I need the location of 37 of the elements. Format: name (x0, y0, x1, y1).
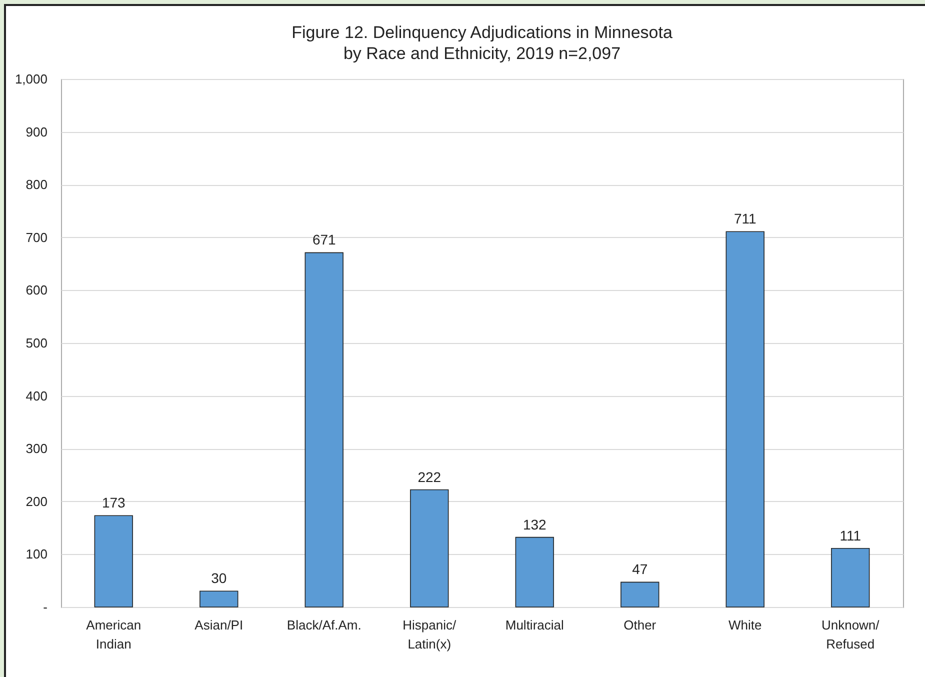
data-label: 173 (102, 494, 126, 511)
chart-title: Figure 12. Delinquency Adjudications in Minnesota (292, 23, 673, 42)
bar (200, 590, 238, 608)
x-tick-label: Other (624, 618, 657, 632)
y-tick-label: 1,000 (14, 72, 48, 86)
chart-subtitle: by Race and Ethnicity, 2019 n=2,097 (343, 44, 621, 63)
y-tick-label: 300 (26, 441, 48, 456)
data-label: 30 (211, 570, 227, 586)
bar (410, 489, 449, 608)
data-label: 671 (312, 232, 336, 248)
bar (515, 536, 554, 608)
y-tick-label: 500 (26, 336, 48, 350)
x-tick-label: American Indian (86, 618, 142, 652)
y-tick-label: 400 (26, 388, 48, 404)
x-tick-label: Asian/PI (194, 618, 244, 632)
bar (726, 231, 764, 608)
bar (831, 548, 870, 608)
x-tick-label: Multiracial (505, 618, 564, 632)
bar (94, 515, 133, 608)
x-tick-label: Hispanic/Latin(x) (402, 618, 456, 652)
x-tick-label: White (728, 618, 762, 632)
data-label: 132 (522, 516, 547, 532)
y-tick-label: 700 (26, 230, 48, 245)
data-label: 222 (418, 468, 442, 485)
data-label: 47 (632, 561, 648, 578)
y-tick-label: 200 (26, 494, 48, 509)
data-label: 711 (734, 210, 756, 227)
data-label: 111 (840, 527, 862, 544)
y-tick-label: 600 (26, 282, 48, 298)
y-tick-label: - (43, 600, 48, 614)
bar (620, 582, 660, 608)
y-tick-label: 100 (26, 546, 48, 562)
y-tick-label: 800 (26, 177, 48, 192)
bar (304, 252, 344, 608)
y-tick-label: 900 (26, 124, 48, 140)
x-tick-label: Black/Af.Am. (286, 618, 362, 632)
x-tick-label: Unknown/Refused (821, 618, 880, 652)
